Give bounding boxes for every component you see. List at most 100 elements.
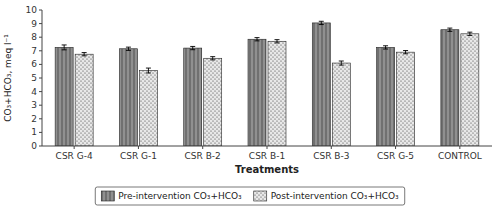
bar (139, 71, 157, 146)
error-stem (385, 46, 386, 49)
error-cap (126, 50, 131, 51)
legend-swatch (101, 191, 114, 201)
error-cap (403, 50, 408, 51)
y-tick-label: 8 (31, 32, 37, 42)
y-tick (39, 91, 42, 92)
x-tick (74, 146, 75, 149)
y-tick (39, 10, 42, 11)
y-tick (39, 50, 42, 51)
error-cap (255, 40, 260, 41)
error-bar (146, 68, 151, 73)
error-cap (255, 37, 260, 38)
bar (55, 47, 73, 146)
error-bar (210, 57, 215, 60)
error-cap (403, 53, 408, 54)
error-cap (383, 49, 388, 50)
error-bar (339, 61, 344, 65)
y-tick (39, 23, 42, 24)
bar (75, 54, 93, 146)
y-tick-label: 3 (31, 100, 37, 110)
error-bar (62, 45, 67, 50)
y-tick-label: 0 (31, 141, 37, 151)
x-tick-label: CONTROL (438, 151, 482, 161)
x-tick-label: CSR G-4 (56, 151, 93, 161)
y-tick (39, 118, 42, 119)
error-bar (275, 40, 280, 43)
bar (204, 58, 222, 146)
bar (377, 47, 395, 146)
error-stem (148, 68, 149, 73)
error-bar (319, 21, 324, 24)
bar (268, 41, 286, 146)
y-tick-label: 9 (31, 19, 37, 29)
error-stem (405, 51, 406, 54)
error-bar (255, 38, 260, 41)
error-cap (146, 72, 151, 73)
error-cap (190, 49, 195, 50)
error-cap (339, 61, 344, 62)
y-axis-label: CO₃+HCO₃, meq l⁻¹ (3, 34, 13, 122)
error-cap (275, 42, 280, 43)
y-tick-label: 6 (31, 59, 37, 69)
error-stem (128, 47, 129, 50)
error-bar (190, 46, 195, 49)
x-tick (459, 146, 460, 149)
error-cap (319, 21, 324, 22)
error-stem (469, 32, 470, 35)
bar (441, 30, 459, 146)
error-cap (339, 65, 344, 66)
error-stem (449, 28, 450, 31)
y-tick-label: 2 (31, 114, 37, 124)
x-tick (138, 146, 139, 149)
x-tick (395, 146, 396, 149)
legend-swatch (254, 191, 267, 201)
bar (119, 49, 137, 146)
x-tick (331, 146, 332, 149)
y-tick-label: 10 (26, 5, 38, 15)
legend-label: Pre-intervention CO₃+HCO₃ (118, 191, 242, 201)
error-cap (383, 45, 388, 46)
x-tick-label: CSR G-5 (377, 151, 414, 161)
x-tick-label: CSR B-1 (249, 151, 285, 161)
error-cap (210, 59, 215, 60)
bars (55, 21, 479, 146)
chart: 012345678910CSR G-4CSR G-1CSR B-2CSR B-1… (0, 0, 500, 208)
y-tick (39, 146, 42, 147)
error-stem (64, 45, 65, 50)
legend: Pre-intervention CO₃+HCO₃ Post-interventi… (95, 187, 404, 205)
error-cap (467, 32, 472, 33)
error-cap (319, 24, 324, 25)
y-tick (39, 78, 42, 79)
bar (397, 52, 415, 146)
x-tick (202, 146, 203, 149)
error-cap (275, 39, 280, 40)
y-tick (39, 37, 42, 38)
bar (248, 39, 266, 146)
error-bar (467, 32, 472, 35)
legend-label: Post-intervention CO₃+HCO₃ (271, 191, 399, 201)
legend-frame (95, 187, 404, 205)
error-cap (447, 28, 452, 29)
y-tick-label: 7 (31, 46, 37, 56)
y-tick-label: 1 (31, 127, 37, 137)
error-stem (341, 61, 342, 65)
error-cap (82, 55, 87, 56)
error-cap (467, 35, 472, 36)
error-stem (84, 53, 85, 56)
error-stem (212, 57, 213, 60)
error-bar (447, 28, 452, 31)
x-tick (267, 146, 268, 149)
error-bar (403, 51, 408, 54)
y-tick-label: 5 (31, 73, 37, 83)
y-tick (39, 132, 42, 133)
error-cap (126, 47, 131, 48)
error-stem (192, 46, 193, 49)
bar (184, 48, 202, 146)
error-bar (82, 53, 87, 56)
error-cap (62, 49, 67, 50)
error-cap (82, 52, 87, 53)
error-stem (257, 38, 258, 41)
bar (312, 23, 330, 146)
error-cap (62, 44, 67, 45)
error-bar (126, 47, 131, 50)
